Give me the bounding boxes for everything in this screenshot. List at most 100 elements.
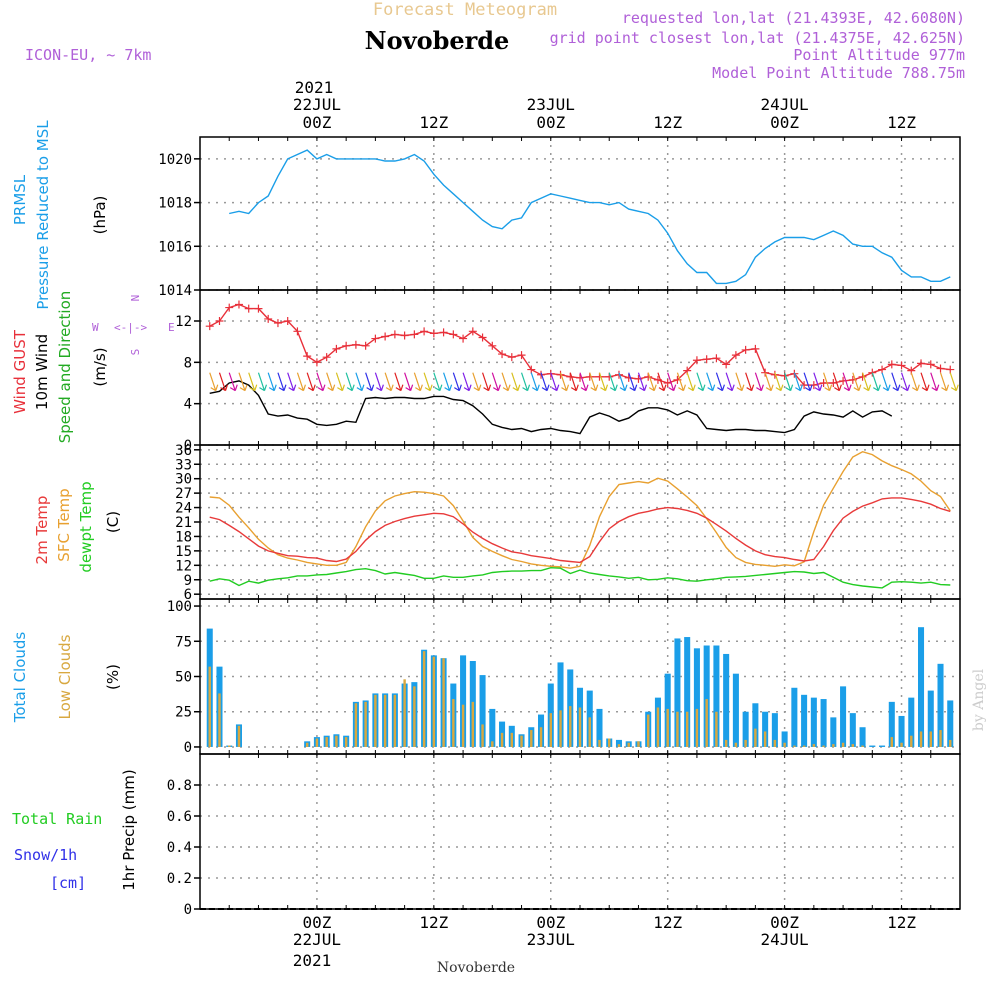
low-cloud-bar (481, 724, 484, 747)
compass-e: E (168, 321, 175, 334)
gust-point (410, 330, 419, 339)
wind-direction-arrow (326, 372, 336, 392)
gust-point (429, 329, 438, 338)
gust-point (478, 333, 487, 342)
y-tick-label: 30 (175, 472, 192, 488)
compass-w: W (92, 321, 99, 334)
y-tick-label: 1016 (158, 239, 192, 255)
low-cloud-bar (393, 694, 397, 747)
bottom-time-label: 00Z (302, 913, 331, 932)
model-label: ICON-EU, ~ 7km (25, 46, 151, 64)
wind-gust-label: Wind GUST (11, 329, 29, 414)
gust-point (381, 332, 390, 341)
wind-direction-arrow (248, 372, 258, 392)
total-cloud-bar (859, 727, 866, 747)
total-cloud-bar (771, 713, 778, 747)
bottom-time-label: 00Z (770, 913, 799, 932)
wind-direction-arrow (579, 372, 589, 392)
low-cloud-bar (676, 711, 679, 747)
y-tick-label: 12 (175, 558, 192, 574)
low-cloud-bar (578, 707, 582, 747)
gust-point (614, 370, 623, 379)
low-cloud-bar (900, 742, 903, 747)
sfc-temp-line (209, 450, 951, 569)
wind-direction-arrow (540, 372, 550, 392)
gust-point (800, 381, 809, 390)
gust-point (488, 341, 497, 350)
low-cloud-bar (724, 739, 728, 747)
y-tick-label: 24 (175, 501, 192, 517)
top-day-label: 22JUL (293, 95, 341, 114)
gust-point (731, 351, 740, 360)
wind-direction-arrow (452, 372, 462, 392)
low-cloud-bar (471, 701, 475, 747)
wind-direction-arrow (832, 372, 842, 392)
low-cloud-bar (588, 717, 591, 747)
y-tick-label: 0 (184, 902, 192, 918)
y-tick-label: 33 (175, 457, 192, 473)
y-tick-label: 15 (175, 544, 192, 560)
wind-direction-arrow (784, 372, 794, 392)
y-tick-label: 27 (175, 486, 192, 502)
low-cloud-bar (656, 707, 660, 747)
wind-direction-arrow (939, 372, 950, 392)
gust-point (897, 361, 906, 370)
low-cloud-bar (530, 730, 533, 747)
gust-point (517, 351, 526, 360)
wind-speed-dir-label: Speed and Direction (56, 291, 74, 444)
y-tick-label: 50 (175, 670, 192, 686)
y-tick-label: 25 (175, 705, 192, 721)
wind-direction-arrow (481, 372, 492, 392)
low-cloud-bar (617, 744, 621, 747)
gust-point (293, 327, 302, 336)
credit-label: by Angel (971, 668, 987, 731)
bottom-day-label: 22JUL (293, 930, 341, 949)
gust-point (663, 379, 672, 387)
wind-direction-arrow (628, 372, 638, 392)
wind-direction-arrow (520, 372, 531, 392)
wind-direction-arrow (793, 372, 803, 392)
low-cloud-bar (802, 745, 806, 747)
wind-direction-arrow (618, 372, 628, 392)
point-altitude: Point Altitude 977m (793, 46, 965, 64)
wind-direction-arrow (686, 372, 696, 392)
model-altitude: Model Point Altitude 788.75m (712, 64, 965, 82)
wind-direction-arrow (910, 372, 920, 392)
wind-direction-arrow (550, 372, 560, 392)
bottom-time-label: 12Z (887, 913, 916, 932)
gust-point (809, 381, 818, 390)
y-tick-label: 1020 (158, 152, 192, 168)
low-cloud-bar (939, 730, 942, 747)
wind-direction-arrow (404, 372, 414, 392)
gust-point (819, 379, 828, 387)
gust-point (556, 370, 565, 379)
total-cloud-bar (888, 701, 895, 747)
clouds-unit: (%) (104, 664, 122, 690)
compass-dash: <-|-> (114, 321, 147, 334)
wind-panel: 0 4 8 12 (175, 290, 960, 454)
gust-point (751, 344, 760, 353)
wind-direction-arrow (491, 372, 501, 392)
top-time-label: 12Z (419, 113, 448, 132)
low-cloud-bar (773, 739, 777, 747)
wind-direction-arrow (413, 372, 423, 392)
low-cloud-bar (442, 658, 445, 747)
gust-point (926, 360, 935, 369)
wind-direction-arrow (209, 372, 219, 392)
precip-rain-label: Total Rain (12, 810, 102, 828)
low-cloud-bar (364, 701, 367, 747)
wind-direction-arrow (657, 372, 667, 392)
wind-direction-arrow (511, 372, 521, 392)
gust-point (439, 328, 448, 337)
bottom-day-label: 24JUL (761, 930, 809, 949)
clouds-total-label: Total Clouds (11, 632, 29, 724)
y-tick-label: 0 (184, 438, 192, 454)
temp-dewpt-label: dewpt Temp (77, 481, 95, 572)
gust-point (264, 314, 273, 323)
compass-s: S (129, 349, 142, 356)
y-tick-label: 21 (175, 515, 192, 531)
gust-point (498, 350, 507, 359)
low-cloud-bar (832, 744, 835, 747)
gust-point (770, 370, 779, 379)
clouds-low-label: Low Clouds (56, 634, 74, 719)
